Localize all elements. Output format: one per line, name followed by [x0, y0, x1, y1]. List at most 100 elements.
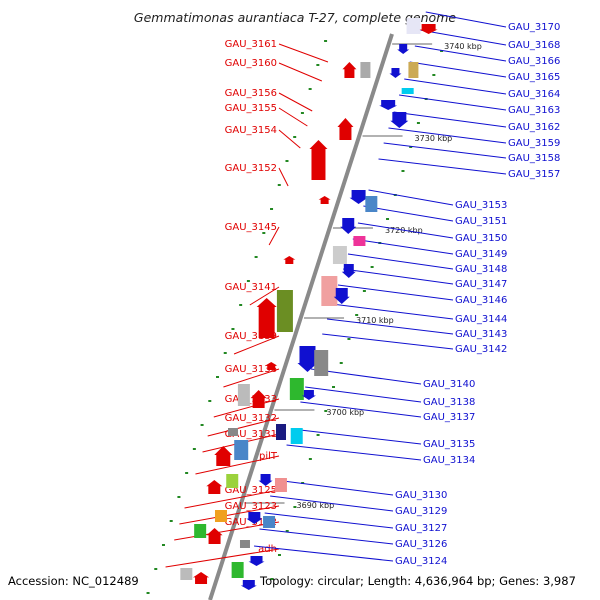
- kbp-label: 3710 kbp: [356, 316, 394, 325]
- gene-label-left: GAU_3131: [225, 429, 277, 440]
- tick-mark-left: [285, 160, 289, 162]
- gene-connector-right: [264, 512, 394, 529]
- gene-label-right: GAU_3164: [508, 89, 560, 100]
- gene-label-right: GAU_3142: [455, 344, 507, 355]
- gene-connector-left: [179, 505, 280, 525]
- gene-label-left: GAU_3141: [225, 282, 277, 293]
- gene-connector-left: [165, 548, 280, 568]
- reverse-gene-19: [301, 390, 316, 400]
- gene-label-left: GAU_3122: [225, 517, 277, 528]
- gene-label-left: GAU_3125: [225, 485, 277, 496]
- tick-mark-right: [370, 266, 374, 268]
- gene-label-left: GAU_3154: [225, 125, 277, 136]
- gene-connector-left: [278, 62, 323, 82]
- gene-connector-left: [223, 368, 280, 388]
- gene-connector-right: [357, 222, 454, 239]
- tick-mark-left: [208, 400, 212, 402]
- accession-text: Accession: NC_012489: [8, 574, 139, 588]
- tick-mark-right: [416, 122, 420, 124]
- forward-gene-12: [234, 440, 249, 460]
- tick-mark-left: [316, 64, 320, 66]
- tick-mark-right: [355, 314, 359, 316]
- forward-gene-1: [342, 62, 357, 78]
- gene-connector-right: [404, 78, 507, 95]
- gene-label-right: GAU_3150: [455, 233, 507, 244]
- tick-mark-right: [409, 146, 413, 148]
- tick-mark-left: [239, 304, 243, 306]
- tick-mark-left: [200, 424, 204, 426]
- reverse-gene-11: [353, 236, 366, 246]
- gene-connector-right: [347, 253, 454, 270]
- gene-connector-left: [174, 521, 280, 541]
- genome-axis: [208, 33, 394, 600]
- reverse-gene-8: [349, 190, 368, 204]
- gene-connector-left: [184, 489, 280, 509]
- reverse-gene-15: [333, 288, 350, 304]
- forward-gene-10: [250, 390, 267, 408]
- gene-connector-right: [419, 29, 507, 46]
- gene-label-right: GAU_3159: [508, 138, 560, 149]
- reverse-gene-26: [239, 540, 250, 548]
- forward-gene-7: [256, 298, 277, 338]
- reverse-gene-0: [406, 18, 421, 34]
- tick-mark-left: [223, 352, 227, 354]
- tick-mark-right: [270, 578, 274, 580]
- gene-connector-left: [233, 335, 280, 355]
- tick-mark-left: [169, 520, 173, 522]
- gene-label-left: GAU_3145: [225, 222, 277, 233]
- reverse-gene-18: [289, 378, 304, 400]
- tick-mark-left: [185, 472, 189, 474]
- gene-connector-right: [388, 127, 507, 144]
- gene-label-left: GAU_3155: [225, 103, 277, 114]
- tick-mark-left: [216, 376, 220, 378]
- gene-label-left: GAU_3156: [225, 88, 277, 99]
- tick-mark-right: [308, 458, 312, 460]
- reverse-gene-20: [276, 424, 287, 440]
- gene-label-left: GAU_3133: [225, 394, 277, 405]
- forward-gene-13: [214, 446, 233, 466]
- forward-gene-2: [337, 118, 354, 140]
- gene-connector-right: [331, 303, 454, 320]
- reverse-gene-27: [248, 556, 265, 566]
- tick-mark-right: [440, 50, 444, 52]
- gene-connector-right: [259, 528, 394, 545]
- gene-label-right: GAU_3126: [395, 539, 447, 550]
- tick-mark-left: [277, 184, 281, 186]
- tick-mark-right: [316, 434, 320, 436]
- reverse-gene-25: [263, 516, 276, 528]
- gene-label-left: pilT: [259, 451, 278, 462]
- reverse-gene-4: [389, 68, 402, 78]
- gene-connector-right: [363, 205, 454, 222]
- gene-connector-left: [278, 167, 289, 187]
- gene-label-right: GAU_3143: [455, 329, 507, 340]
- reverse-gene-3: [408, 62, 419, 78]
- tick-mark-right: [277, 554, 281, 556]
- gene-connector-right: [378, 158, 507, 175]
- forward-gene-6: [276, 290, 293, 332]
- forward-gene-4: [318, 196, 331, 204]
- reverse-gene-9: [365, 196, 378, 212]
- gene-label-right: GAU_3163: [508, 105, 560, 116]
- gene-connector-left: [278, 107, 308, 127]
- gene-label-right: GAU_3162: [508, 122, 560, 133]
- kbp-label: 3690 kbp: [297, 501, 335, 510]
- forward-gene-19: [180, 568, 193, 580]
- reverse-gene-16: [297, 346, 318, 372]
- gene-connector-right: [343, 268, 454, 285]
- reverse-gene-10: [340, 218, 357, 234]
- gene-connector-left: [278, 43, 329, 63]
- gene-connector-right: [326, 318, 454, 335]
- gene-label-left: adh: [258, 544, 277, 555]
- map-title: Gemmatimonas aurantiaca T-27, complete g…: [134, 10, 456, 25]
- gene-connector-left: [249, 286, 280, 306]
- tick-mark-left: [146, 592, 150, 594]
- gene-connector-right: [337, 284, 454, 301]
- gene-label-right: GAU_3153: [455, 200, 507, 211]
- kbp-label: 3700 kbp: [326, 408, 364, 417]
- tick-mark-right: [285, 530, 289, 532]
- gene-connector-right: [425, 11, 507, 28]
- gene-label-right: GAU_3146: [455, 295, 507, 306]
- gene-label-left: GAU_3160: [225, 58, 277, 69]
- tick-mark-left: [231, 328, 235, 330]
- gene-label-left: GAU_3136: [225, 364, 277, 375]
